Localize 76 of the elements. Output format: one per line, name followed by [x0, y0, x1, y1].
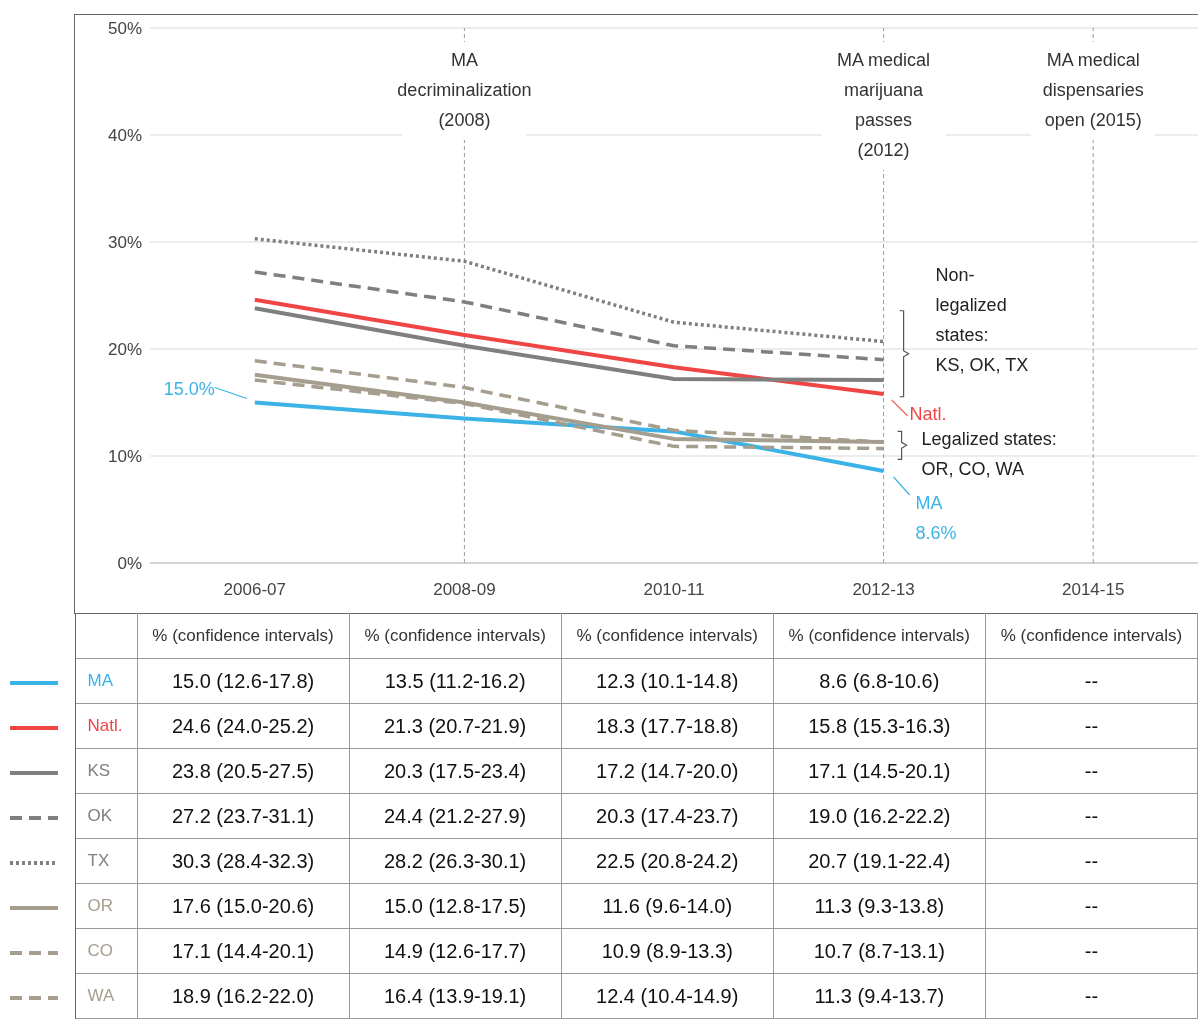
text: % (confidence intervals)	[576, 626, 758, 645]
data-label: 16.4 (13.9-19.1)	[349, 973, 562, 1019]
annotation: 15.0%	[163, 378, 215, 399]
data-label: 8.6 (6.8-10.6)	[773, 658, 986, 704]
data-label: 12.4 (10.4-14.9)	[561, 973, 774, 1019]
y-tick-label: 10%	[107, 447, 142, 467]
text: --	[1084, 759, 1099, 782]
text: --	[1084, 714, 1099, 737]
x-tick-label: 2008-09	[433, 580, 496, 600]
text: % (confidence intervals)	[1000, 626, 1183, 645]
data-label: 28.2 (26.3-30.1)	[349, 838, 562, 884]
data-label: 17.1 (14.5-20.1)	[773, 748, 986, 794]
data-label: 15.8 (15.3-16.3)	[773, 703, 986, 749]
x-tick-label: 2014-15	[1062, 580, 1125, 600]
annotation: MA 8.6%	[915, 492, 957, 543]
data-label: 20.3 (17.4-23.7)	[561, 793, 774, 839]
text: --	[1084, 984, 1099, 1007]
data-label: 20.3 (17.5-23.4)	[349, 748, 562, 794]
legend-label: WA	[75, 973, 137, 1019]
data-label: 17.1 (14.4-20.1)	[137, 928, 350, 974]
text: --	[1084, 939, 1099, 962]
ref-line-label: MA decriminalization (2008)	[397, 50, 532, 130]
y-tick-label: 50%	[107, 19, 142, 39]
data-label: 15.0 (12.6-17.8)	[137, 658, 350, 704]
data-label: 11.6 (9.6-14.0)	[561, 883, 774, 929]
x-tick-label: 2012-13	[852, 580, 915, 600]
ref-line-label: MA medical dispensaries open (2015)	[1042, 50, 1144, 130]
data-label: 21.3 (20.7-21.9)	[349, 703, 562, 749]
y-tick-label: 40%	[107, 126, 142, 146]
data-label: 15.0 (12.8-17.5)	[349, 883, 562, 929]
data-label: 23.8 (20.5-27.5)	[137, 748, 350, 794]
y-tick-label: 30%	[107, 233, 142, 253]
line-series	[253, 270, 886, 362]
data-label: 10.7 (8.7-13.1)	[773, 928, 986, 974]
text: --	[1084, 894, 1099, 917]
line-series	[252, 297, 886, 396]
ref-line-label: MA medical marijuana passes (2012)	[837, 50, 931, 160]
data-label: 24.6 (24.0-25.2)	[137, 703, 350, 749]
data-label: 13.5 (11.2-16.2)	[349, 658, 562, 704]
data-label: 18.3 (17.7-18.8)	[561, 703, 774, 749]
data-label: 20.7 (19.1-22.4)	[773, 838, 986, 884]
annotation: Legalized states: OR, CO, WA	[921, 429, 1057, 480]
data-label: 18.9 (16.2-22.0)	[137, 973, 350, 1019]
legend-label: CO	[75, 928, 137, 974]
data-label: 22.5 (20.8-24.2)	[561, 838, 774, 884]
line-series	[252, 306, 886, 383]
legend-label: Natl.	[75, 703, 137, 749]
text: % (confidence intervals)	[364, 626, 546, 645]
data-label: 12.3 (10.1-14.8)	[561, 658, 774, 704]
legend-label: OR	[75, 883, 137, 929]
y-tick-label: 20%	[107, 340, 142, 360]
data-label: 11.3 (9.4-13.7)	[773, 973, 986, 1019]
annotation: Non-legalized states: KS, OK, TX	[935, 264, 1029, 375]
data-label: 14.9 (12.6-17.7)	[349, 928, 562, 974]
annotation: Natl.	[909, 403, 947, 424]
data-label: 27.2 (23.7-31.1)	[137, 793, 350, 839]
y-tick-label: 0%	[117, 554, 142, 574]
text: --	[1084, 669, 1099, 692]
data-label: 10.9 (8.9-13.3)	[561, 928, 774, 974]
data-label: 17.2 (14.7-20.0)	[561, 748, 774, 794]
x-tick-label: 2010-11	[643, 580, 705, 600]
data-label: 11.3 (9.3-13.8)	[773, 883, 986, 929]
data-label: 17.6 (15.0-20.6)	[137, 883, 350, 929]
x-tick-label: 2006-07	[223, 580, 286, 600]
text: --	[1084, 849, 1099, 872]
legend-label: OK	[75, 793, 137, 839]
data-label: 24.4 (21.2-27.9)	[349, 793, 562, 839]
data-label: 30.3 (28.4-32.3)	[137, 838, 350, 884]
text: % (confidence intervals)	[788, 626, 971, 645]
legend-label: KS	[75, 748, 137, 794]
legend-label: TX	[75, 838, 137, 884]
line-series	[253, 237, 886, 344]
data-label: 19.0 (16.2-22.2)	[773, 793, 986, 839]
legend-label: MA	[75, 658, 137, 704]
text: --	[1084, 804, 1099, 827]
text: % (confidence intervals)	[137, 613, 350, 659]
